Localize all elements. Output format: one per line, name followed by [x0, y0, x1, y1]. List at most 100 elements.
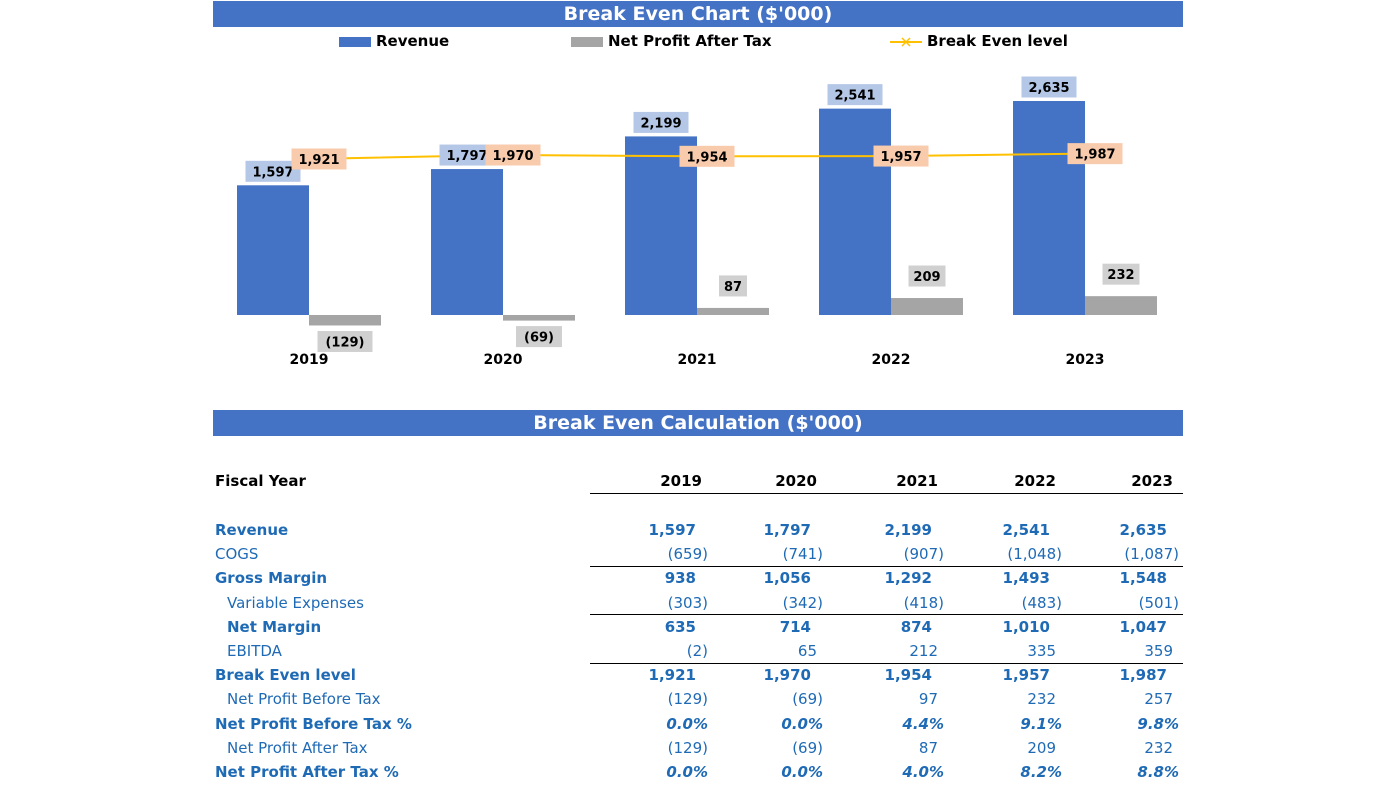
profit-data-label-2020: (69) [524, 331, 554, 346]
cell-value: 359 [1144, 642, 1173, 660]
revenue-data-label-2021-bg [633, 111, 689, 133]
row-label: Net Profit After Tax % [215, 763, 399, 781]
cell-value: 212 [909, 642, 938, 660]
cell-value: (2) [686, 642, 708, 660]
cell-value: (659) [667, 545, 708, 564]
table-row: Gross Margin 938 1,056 1,292 1,493 1,548 [213, 566, 1183, 590]
cell-value: (69) [792, 690, 823, 709]
profit-data-label-2022: 209 [913, 270, 940, 285]
revenue-data-label-2022: 2,541 [834, 89, 875, 104]
x-tick-label-2020: 2020 [484, 352, 523, 368]
revenue-data-label-2021: 2,199 [640, 116, 681, 131]
cell-value: 0.0% [781, 714, 823, 733]
legend-profit: Net Profit After Tax [571, 31, 772, 51]
breakeven-data-label-2023-bg [1067, 143, 1123, 165]
profit-bar-2020 [503, 315, 575, 321]
cell-value: 2,635 [1119, 521, 1167, 539]
cell-value: 4.4% [902, 714, 944, 733]
cell-value: (741) [782, 545, 823, 564]
breakeven-data-label-2019-bg [291, 148, 347, 170]
profit-bar-2021 [697, 307, 769, 315]
profit-bar-2019 [309, 315, 381, 326]
table-header-row: Fiscal Year 2019 2020 2021 2022 2023 [213, 469, 1183, 493]
cell-value: 65 [797, 642, 817, 660]
cell-value: (483) [1021, 593, 1062, 612]
cell-value: 2,541 [1002, 521, 1050, 539]
cell-value: (907) [903, 545, 944, 564]
breakeven-data-label-2022-bg [873, 145, 929, 167]
table-row: Net Margin 635 714 874 1,010 1,047 [213, 615, 1183, 639]
x-tick-label-2022: 2022 [872, 352, 911, 368]
legend-profit-swatch [571, 36, 603, 47]
row-label: Variable Expenses [227, 593, 364, 612]
cell-value: 87 [918, 738, 938, 757]
table-row: Variable Expenses (303) (342) (418) (483) (50… [213, 591, 1183, 615]
x-tick-label-2021: 2021 [678, 352, 717, 368]
revenue-bar-2022 [819, 108, 891, 315]
cell-value: 8.2% [1020, 763, 1062, 781]
cell-value: 1,292 [884, 569, 932, 588]
profit-bar-2023 [1085, 296, 1157, 315]
table-row: Revenue 1,597 1,797 2,199 2,541 2,635 [213, 518, 1183, 542]
row-label: Net Profit After Tax [227, 738, 368, 757]
cell-value: 938 [664, 569, 696, 588]
table-rule-2 [590, 614, 1183, 615]
row-label: Net Margin [227, 617, 322, 636]
legend-profit-label: Net Profit After Tax [608, 32, 772, 50]
fiscal-year-label: Fiscal Year [215, 472, 306, 490]
cell-value: 257 [1144, 690, 1173, 709]
cell-value: 335 [1027, 642, 1056, 660]
revenue-bar-2023 [1013, 101, 1085, 315]
table-row: Net Profit After Tax % 0.0% 0.0% 4.0% 8.2% 8.… [213, 760, 1183, 784]
cell-value: 1,010 [1002, 617, 1050, 636]
cell-value: (1,087) [1124, 545, 1179, 564]
row-label: Net Profit Before Tax [227, 690, 381, 709]
revenue-data-label-2023: 2,635 [1028, 81, 1069, 96]
cell-value: 1,597 [648, 521, 696, 539]
revenue-bar-2019 [237, 185, 309, 315]
profit-bar-2022 [891, 298, 963, 315]
breakeven-data-label-2023: 1,987 [1074, 148, 1115, 163]
cell-value: 1,056 [763, 569, 811, 588]
cell-value: 714 [779, 617, 811, 636]
row-label: Gross Margin [215, 569, 328, 588]
profit-data-label-2023-bg [1102, 263, 1140, 285]
table-row: Break Even level 1,921 1,970 1,954 1,957 1,98… [213, 663, 1183, 687]
cell-value: (418) [903, 593, 944, 612]
revenue-data-label-2019: 1,597 [252, 165, 293, 180]
profit-data-label-2019: (129) [325, 335, 364, 350]
profit-data-label-2023: 232 [1107, 268, 1134, 283]
cell-value: 232 [1027, 690, 1056, 709]
break-even-chart: 2019 2020 2021 2022 2023 1,597 1,797 2,199 2,541… [237, 76, 1157, 368]
cell-value: (69) [792, 738, 823, 757]
breakeven-data-label-2020-bg [485, 144, 541, 166]
cell-value: 1,954 [884, 666, 932, 685]
cell-value: 232 [1144, 738, 1173, 757]
cell-value: 874 [900, 617, 932, 636]
cell-value: 0.0% [666, 714, 708, 733]
table-row: Net Profit After Tax (129) (69) 87 209 232 [213, 736, 1183, 760]
table-rule-0 [590, 493, 1183, 494]
x-tick-label-2023: 2023 [1066, 352, 1105, 368]
cell-value: (129) [667, 690, 708, 709]
table-row: Net Profit Before Tax % 0.0% 0.0% 4.4% 9.1% 9… [213, 712, 1183, 736]
cell-value: 1,493 [1002, 569, 1050, 588]
year-header-2023: 2023 [1131, 472, 1173, 490]
profit-data-label-2019-bg [317, 330, 373, 352]
cell-value: 1,047 [1119, 617, 1167, 636]
calc-title: Break Even Calculation ($'000) [213, 410, 1183, 436]
year-header-2019: 2019 [660, 472, 702, 490]
breakeven-data-label-2020: 1,970 [492, 149, 533, 164]
cell-value: 9.1% [1020, 714, 1062, 733]
cell-value: 1,921 [648, 666, 696, 685]
legend-revenue-label: Revenue [376, 32, 450, 50]
row-label: Net Profit Before Tax % [215, 714, 412, 733]
profit-data-label-2020-bg [516, 326, 562, 348]
table-row: COGS (659) (741) (907) (1,048) (1,087) [213, 542, 1183, 566]
table-row: EBITDA (2) 65 212 335 359 [213, 639, 1183, 663]
breakeven-data-label-2021: 1,954 [686, 150, 727, 165]
revenue-bar-2020 [431, 169, 503, 315]
cell-value: 209 [1027, 738, 1056, 757]
revenue-data-label-2020-bg [439, 144, 495, 166]
cell-value: 1,797 [763, 521, 811, 539]
